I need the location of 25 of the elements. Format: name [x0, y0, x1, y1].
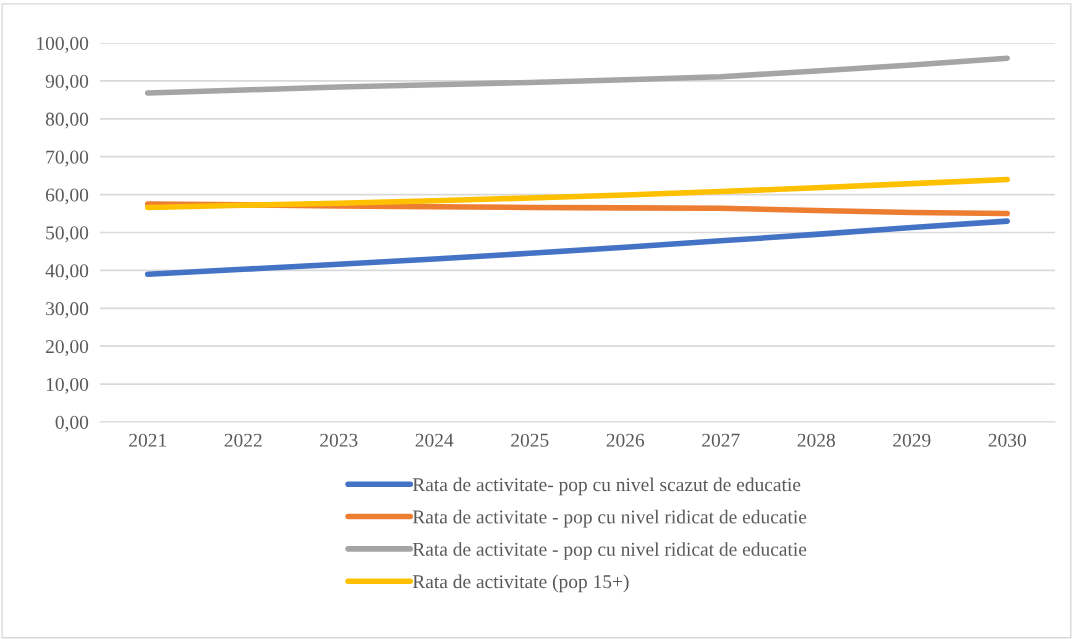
x-tick-label: 2022	[224, 433, 262, 447]
x-tick-label: 2029	[893, 433, 931, 447]
y-tick-label: 40,00	[45, 264, 89, 281]
y-tick-label: 80,00	[45, 112, 89, 129]
y-tick-label: 70,00	[46, 150, 89, 167]
x-tick-label: 2023	[320, 433, 358, 447]
x-tick-label: 2030	[988, 433, 1026, 447]
x-tick-label: 2026	[606, 433, 645, 447]
x-tick-label: 2021	[129, 433, 167, 447]
y-tick-label: 0,00	[55, 415, 89, 432]
y-tick-label: 90,00	[45, 74, 89, 91]
legend-label: Rata de activitate (pop 15+)	[412, 574, 629, 593]
y-tick-label: 50,00	[46, 226, 89, 243]
x-tick-label: 2024	[415, 433, 454, 447]
legend-label: Rata de activitate - pop cu nivel ridicat de educatie	[412, 509, 807, 528]
x-tick-label: 2028	[797, 433, 835, 447]
legend-label: Rata de activitate- pop cu nivel scazut de educatie	[412, 477, 801, 496]
legend-label: Rata de activitate - pop cu nivel ridicat de educatie	[412, 542, 807, 560]
y-tick-label: 20,00	[45, 340, 89, 356]
x-tick-label: 2027	[702, 433, 740, 447]
y-tick-label: 60,00	[45, 188, 89, 205]
y-tick-label: 30,00	[46, 302, 89, 319]
x-tick-label: 2025	[511, 433, 549, 447]
y-tick-label: 10,00	[46, 377, 89, 394]
y-tick-label: 100,00	[37, 36, 89, 53]
